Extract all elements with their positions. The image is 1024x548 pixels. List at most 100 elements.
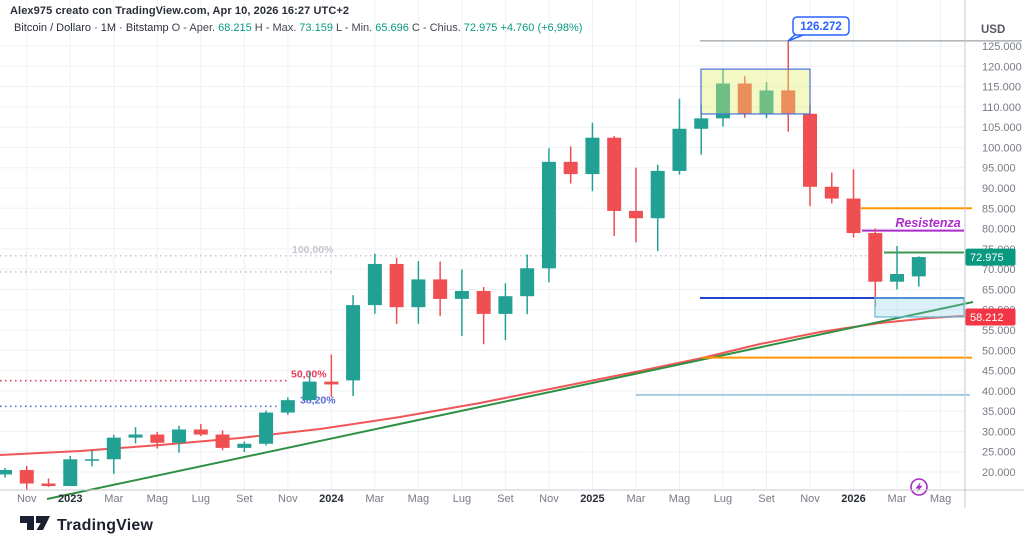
price-tick: 105.000 xyxy=(982,122,1022,134)
candle[interactable] xyxy=(476,286,491,345)
ohlc-segment: 68.215 xyxy=(218,22,252,34)
tradingview-branding[interactable]: TradingView xyxy=(20,515,153,536)
tradingview-logo-text: TradingView xyxy=(57,516,154,534)
candle[interactable] xyxy=(715,69,730,127)
price-tick: 110.000 xyxy=(982,102,1021,114)
tradingview-logo-icon xyxy=(20,516,50,530)
candle[interactable] xyxy=(781,40,796,132)
resistenza-label[interactable]: Resistenza xyxy=(895,216,960,230)
time-axis[interactable]: Nov 2023 Mar Mag Lug Set Nov 2024 Mar Mag Lug Set No… xyxy=(17,493,951,505)
candle[interactable] xyxy=(672,98,687,175)
candle[interactable] xyxy=(346,295,361,397)
symbol-ohlc-bar: Bitcoin / Dollaro · 1M · Bitstamp O - Ape… xyxy=(14,22,585,34)
candle[interactable] xyxy=(367,253,382,314)
attribution-text: Alex975 creato con TradingView.com, Apr … xyxy=(10,5,350,17)
svg-text:72.975: 72.975 xyxy=(970,252,1004,264)
candle[interactable] xyxy=(259,410,274,446)
time-tick: Lug xyxy=(453,493,471,505)
price-tick: 95.000 xyxy=(982,163,1016,175)
ohlc-segment: +4.760 (+6,98%) xyxy=(500,22,583,34)
candle[interactable] xyxy=(41,478,56,488)
time-tick: Lug xyxy=(714,493,732,505)
candle[interactable] xyxy=(215,430,230,451)
time-tick: 2023 xyxy=(58,493,82,505)
candle[interactable] xyxy=(585,122,600,192)
candle[interactable] xyxy=(454,269,469,337)
time-tick: Nov xyxy=(17,493,37,505)
candle[interactable] xyxy=(890,246,905,290)
time-tick: Set xyxy=(236,493,253,505)
candle[interactable] xyxy=(433,261,448,317)
symbol-title: Bitcoin / Dollaro · 1M · Bitstamp xyxy=(14,22,169,34)
price-axis[interactable]: USD 125.000 120.000 115.000 110.000 105.000 10… xyxy=(981,24,1022,479)
candle[interactable] xyxy=(541,148,556,283)
ohlc-segment: C - Chius. xyxy=(411,22,461,34)
price-tick: 100.000 xyxy=(982,142,1022,154)
ohlc-segment: L - Min. xyxy=(335,22,373,34)
candle[interactable] xyxy=(19,465,34,491)
price-tick: 30.000 xyxy=(982,426,1016,438)
time-tick: 2025 xyxy=(580,493,604,505)
candle[interactable] xyxy=(324,354,339,397)
candle[interactable] xyxy=(63,455,78,487)
candle[interactable] xyxy=(0,467,12,478)
ohlc-segment: 65.696 xyxy=(375,22,409,34)
price-tick: 35.000 xyxy=(982,406,1016,418)
lightning-icon[interactable] xyxy=(910,478,928,496)
candle[interactable] xyxy=(302,371,317,401)
resistance-zone[interactable] xyxy=(700,68,811,115)
red-ma-badge: 58.212 xyxy=(965,308,1016,326)
price-tick: 40.000 xyxy=(982,386,1016,398)
candle[interactable] xyxy=(911,256,926,287)
price-tick: 55.000 xyxy=(982,325,1016,337)
fib-retracement[interactable]: 100,00%50,00%38,20% xyxy=(0,244,884,408)
candle[interactable] xyxy=(150,432,165,449)
price-tick: 120.000 xyxy=(982,61,1022,73)
time-tick: Mar xyxy=(365,493,384,505)
grid xyxy=(0,0,965,490)
time-tick: Set xyxy=(497,493,514,505)
candle[interactable] xyxy=(128,427,143,444)
ohlc-segment: H - Max. xyxy=(254,22,297,34)
green-trendline[interactable] xyxy=(46,301,974,500)
time-tick: Mar xyxy=(626,493,645,505)
support-zone[interactable] xyxy=(874,297,965,318)
candle[interactable] xyxy=(737,76,752,118)
candles[interactable] xyxy=(0,40,926,491)
price-tick: 115.000 xyxy=(982,82,1021,94)
time-tick: Nov xyxy=(278,493,298,505)
time-tick: Lug xyxy=(192,493,210,505)
svg-text:58.212: 58.212 xyxy=(970,312,1004,324)
price-callout[interactable]: 126.272 xyxy=(787,16,850,42)
candle[interactable] xyxy=(498,283,513,340)
candle[interactable] xyxy=(803,104,818,207)
price-tick: 25.000 xyxy=(982,447,1016,459)
time-tick: Mag xyxy=(669,493,690,505)
candle[interactable] xyxy=(650,164,665,252)
candle[interactable] xyxy=(85,450,100,467)
last-price-badge: 72.975 xyxy=(965,248,1016,266)
price-tick: 80.000 xyxy=(982,224,1016,236)
candle[interactable] xyxy=(628,167,643,243)
time-tick: Mag xyxy=(147,493,168,505)
candle[interactable] xyxy=(193,423,208,437)
time-tick: Set xyxy=(758,493,775,505)
candle[interactable] xyxy=(607,136,622,236)
candle[interactable] xyxy=(563,146,578,184)
candle[interactable] xyxy=(411,261,426,324)
red-ma-line[interactable] xyxy=(0,315,964,456)
candle[interactable] xyxy=(237,441,252,453)
candle[interactable] xyxy=(389,257,404,324)
candle[interactable] xyxy=(868,228,883,307)
candle[interactable] xyxy=(846,169,861,238)
price-tick: 20.000 xyxy=(982,467,1016,479)
candle[interactable] xyxy=(172,425,187,453)
candle[interactable] xyxy=(106,434,121,474)
price-tick: 70.000 xyxy=(982,264,1016,276)
candle[interactable] xyxy=(280,397,295,415)
candle[interactable] xyxy=(824,172,839,204)
candle[interactable] xyxy=(759,82,774,119)
price-tick: 65.000 xyxy=(982,284,1016,296)
candle[interactable] xyxy=(520,254,535,315)
